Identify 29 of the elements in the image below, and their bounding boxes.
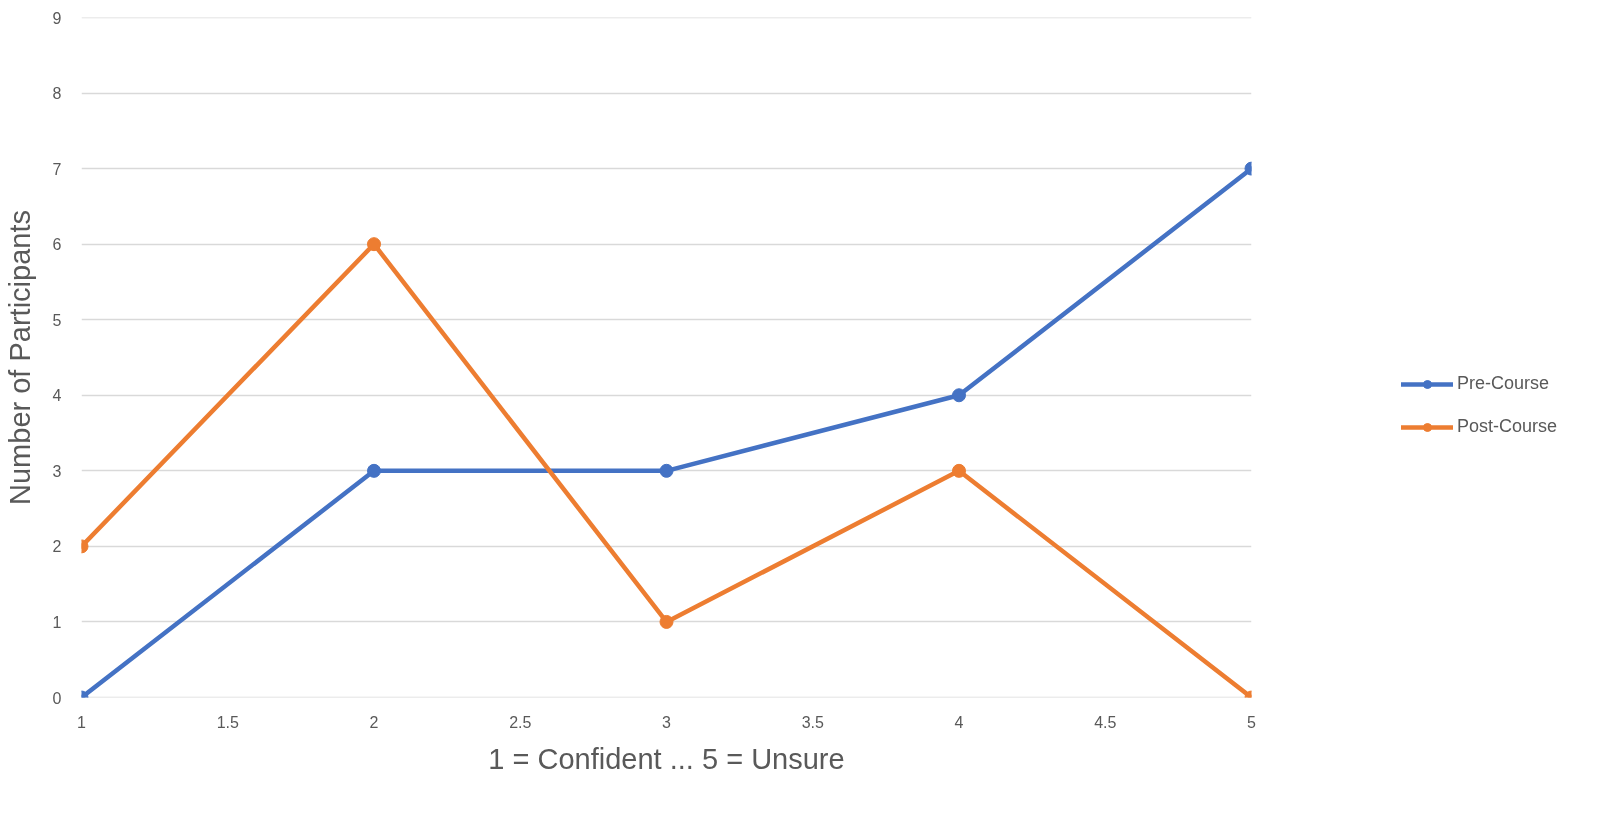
y-tick-label: 0 bbox=[52, 689, 62, 707]
x-tick-label: 4 bbox=[954, 713, 964, 731]
x-tick-label: 5 bbox=[1247, 713, 1257, 731]
y-tick-label: 9 bbox=[52, 9, 62, 27]
x-tick-label: 1 bbox=[77, 713, 87, 731]
y-axis-title: Number of Participants bbox=[3, 210, 36, 505]
x-tick-label: 2 bbox=[369, 713, 379, 731]
y-tick-label: 6 bbox=[52, 236, 62, 254]
point bbox=[659, 463, 674, 478]
point bbox=[952, 388, 966, 403]
legend-label: Post-Course bbox=[1457, 416, 1558, 437]
y-tick-label: 2 bbox=[52, 538, 62, 556]
point bbox=[367, 463, 381, 478]
point bbox=[659, 614, 674, 629]
y-tick-label: 5 bbox=[52, 311, 62, 329]
point bbox=[367, 237, 381, 252]
y-tick-label: 7 bbox=[52, 160, 62, 178]
x-tick-label: 2.5 bbox=[509, 713, 532, 731]
point bbox=[952, 463, 966, 478]
x-tick-label: 1.5 bbox=[216, 713, 239, 731]
x-tick-label: 3 bbox=[662, 713, 672, 731]
x-tick-label: 4.5 bbox=[1094, 713, 1117, 731]
y-tick-label: 8 bbox=[52, 85, 62, 103]
x-axis-title: 1 = Confident ... 5 = Unsure bbox=[488, 742, 845, 775]
y-tick-label: 1 bbox=[52, 613, 62, 631]
x-tick-label: 3.5 bbox=[801, 713, 824, 731]
y-tick-label: 4 bbox=[52, 387, 62, 405]
y-tick-label: 3 bbox=[52, 462, 62, 480]
legend-label: Pre-Course bbox=[1457, 373, 1550, 394]
